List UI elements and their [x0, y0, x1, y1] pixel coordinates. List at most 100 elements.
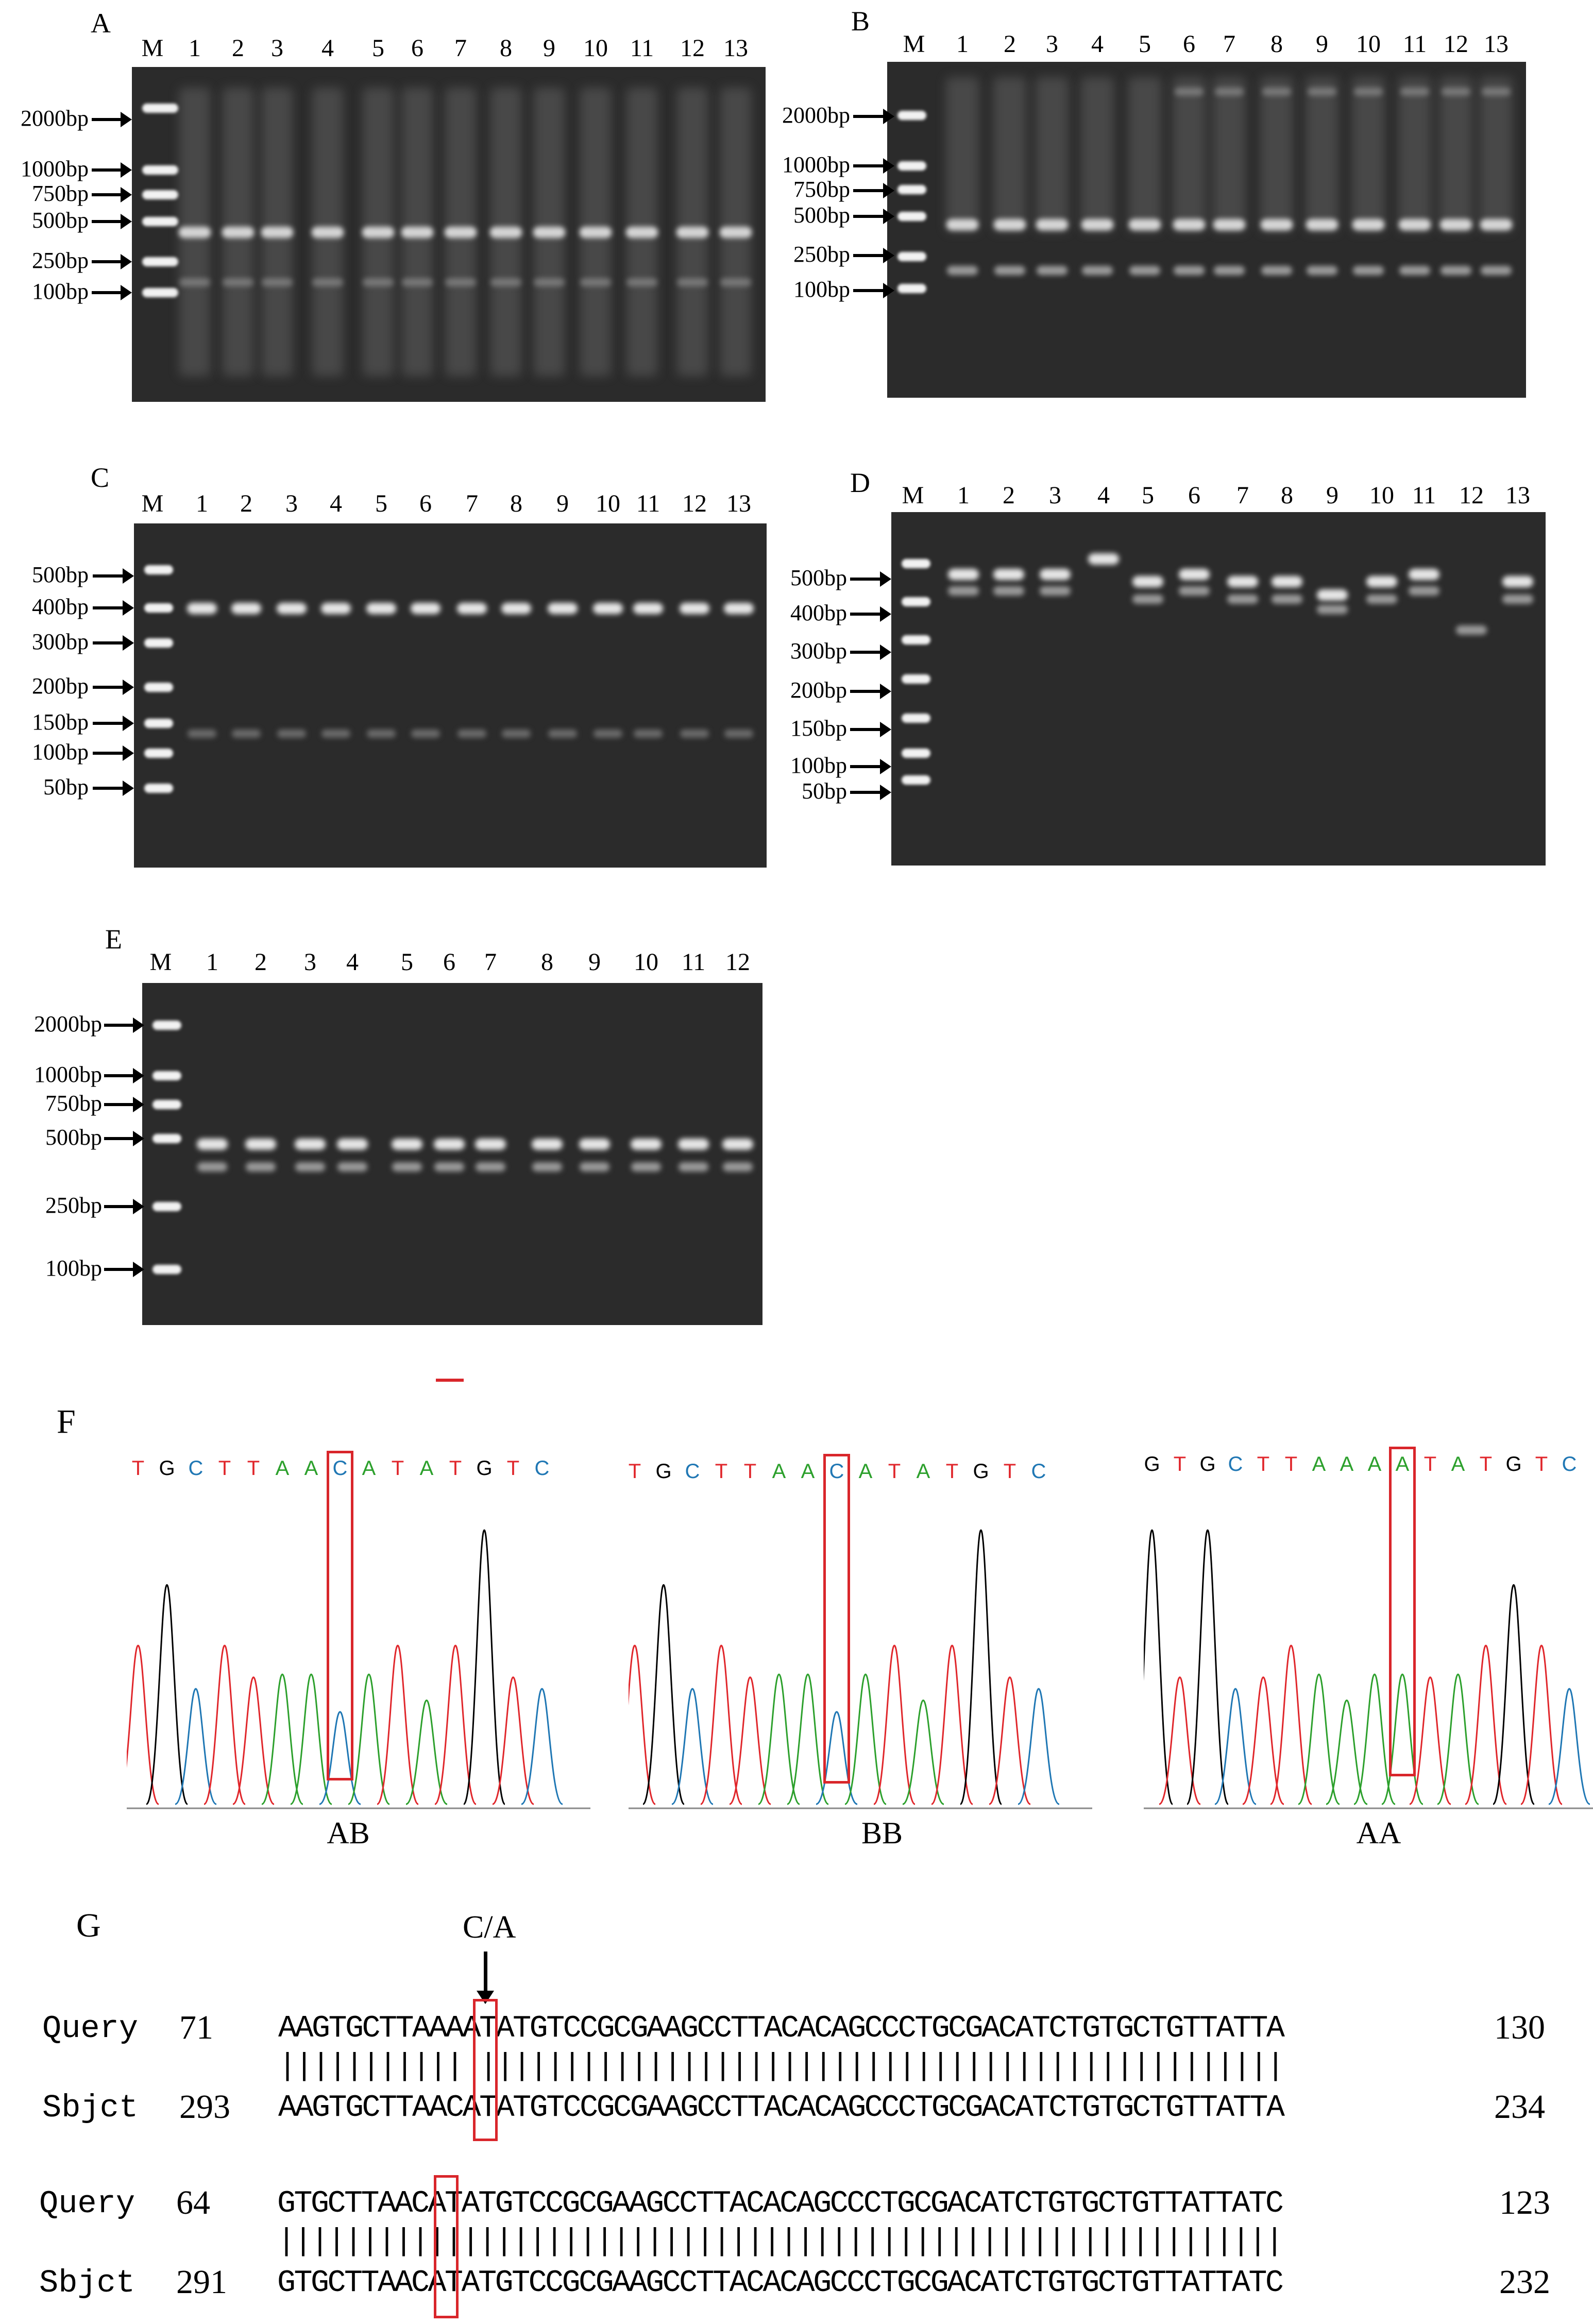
- chromatogram-peak: [1242, 1676, 1284, 1805]
- base-call: A: [275, 1457, 290, 1480]
- sample-band: [1409, 586, 1439, 596]
- base-call: C: [829, 1460, 844, 1483]
- lane-smear: [993, 77, 1026, 232]
- sample-band: [187, 603, 217, 614]
- alignment-2-sbjct-start: 291: [176, 2263, 227, 2301]
- chromatogram-peak: [405, 1699, 448, 1805]
- base-call: A: [916, 1460, 930, 1483]
- lane-label: 13: [1484, 30, 1509, 58]
- snp-highlight-box: [327, 1451, 353, 1780]
- sample-band: [1482, 88, 1511, 96]
- lane-smear: [1352, 77, 1385, 232]
- sample-band: [179, 227, 211, 238]
- sample-band: [580, 227, 612, 238]
- lane-smear: [720, 88, 751, 376]
- ladder-band: [902, 597, 930, 606]
- genotype-label: AA: [1356, 1816, 1401, 1850]
- base-call: C: [1228, 1453, 1243, 1475]
- ladder-band: [897, 284, 926, 293]
- sample-band: [312, 278, 343, 286]
- size-marker-label: 250bp: [45, 1193, 102, 1218]
- lane-label: 11: [630, 35, 654, 62]
- sample-band: [367, 730, 396, 738]
- sample-band: [445, 227, 477, 238]
- lane-label: 5: [1142, 482, 1154, 509]
- sample-band: [1440, 219, 1472, 230]
- panel-g-letter: G: [76, 1907, 101, 1944]
- size-marker-arrow-icon: [850, 722, 891, 737]
- lane-label: 12: [680, 35, 705, 62]
- ladder-band: [897, 185, 926, 194]
- lane-smear: [1036, 77, 1069, 232]
- chromatogram-peak: [319, 1711, 361, 1805]
- ladder-band: [152, 1100, 181, 1109]
- sample-band: [1132, 576, 1163, 587]
- size-marker-arrow-icon: [850, 571, 891, 587]
- sample-band: [490, 278, 521, 286]
- lane-label: 8: [541, 948, 553, 976]
- lane-label: 12: [725, 948, 750, 976]
- sample-band: [476, 1162, 505, 1172]
- panel-a-gel: [132, 67, 766, 402]
- sample-band: [457, 603, 487, 614]
- base-call: T: [1535, 1453, 1548, 1475]
- sample-band: [722, 1139, 753, 1150]
- sample-band: [680, 603, 709, 614]
- lane-label: 12: [682, 490, 707, 517]
- lane-label: 7: [484, 948, 497, 976]
- chromatogram-peak: [521, 1688, 563, 1805]
- lane-label: 13: [723, 35, 748, 62]
- sample-band: [366, 603, 396, 614]
- sample-band: [593, 603, 623, 614]
- ladder-band: [142, 288, 178, 297]
- ladder-band: [897, 161, 926, 171]
- lane-label: 8: [1281, 482, 1293, 509]
- sample-band: [1037, 266, 1067, 275]
- sample-band: [579, 1139, 610, 1150]
- chromatogram-peak: [729, 1676, 771, 1805]
- chromatogram-peak: [642, 1584, 685, 1805]
- sample-band: [676, 227, 708, 238]
- size-marker-arrow-icon: [104, 1097, 144, 1112]
- sample-band: [1409, 569, 1439, 580]
- sample-band: [1502, 595, 1533, 604]
- lane-label: 1: [196, 490, 208, 517]
- size-marker-arrow-icon: [853, 109, 894, 124]
- sample-band: [679, 1162, 708, 1172]
- base-call: T: [628, 1460, 641, 1483]
- ladder-band: [142, 217, 178, 226]
- lane-smear: [1128, 77, 1161, 232]
- ladder-band: [902, 559, 930, 568]
- lane-label: 4: [1097, 482, 1110, 509]
- genotype-label: AB: [327, 1816, 370, 1850]
- size-marker-label: 50bp: [43, 774, 89, 800]
- base-call: G: [1199, 1453, 1216, 1475]
- sample-band: [1173, 219, 1205, 230]
- chromatogram-peak: [931, 1644, 973, 1805]
- chromatogram-trace: [127, 1529, 590, 1809]
- chromatogram-peak: [787, 1673, 829, 1805]
- lane-label: 8: [510, 490, 522, 517]
- sample-band: [1261, 266, 1292, 275]
- size-marker-arrow-icon: [93, 716, 134, 731]
- lane-label: 4: [330, 490, 342, 517]
- sample-band: [1175, 88, 1204, 96]
- lane-label: 8: [500, 35, 512, 62]
- base-call: A: [772, 1460, 786, 1483]
- sample-band: [411, 730, 440, 738]
- base-call: T: [743, 1460, 757, 1483]
- lane-label: 10: [583, 35, 608, 62]
- chromatogram-peak: [1465, 1644, 1507, 1805]
- lane-label: 3: [304, 948, 316, 976]
- ladder-band: [897, 111, 926, 120]
- size-marker-label: 2000bp: [21, 106, 89, 131]
- panel-e-gel: [142, 983, 762, 1325]
- chromatogram-peak: [1548, 1688, 1590, 1805]
- sample-band: [295, 1162, 325, 1172]
- sample-band: [1481, 266, 1512, 275]
- chromatogram-peak: [902, 1699, 944, 1805]
- lane-label: 2: [1003, 482, 1015, 509]
- base-call: A: [1451, 1453, 1465, 1475]
- lane-label: 2: [1004, 30, 1016, 58]
- chromatogram-trace: [1144, 1529, 1593, 1809]
